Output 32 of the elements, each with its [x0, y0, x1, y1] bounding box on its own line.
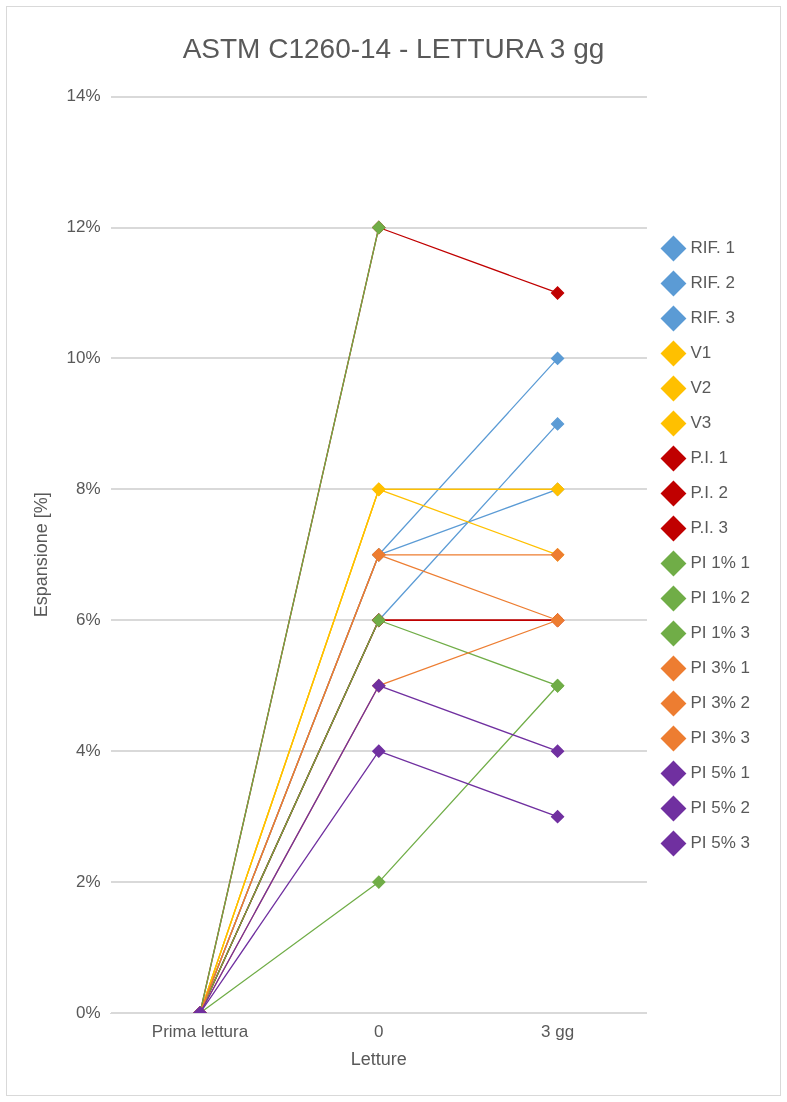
legend-label: RIF. 3: [690, 308, 735, 328]
chart-title: ASTM C1260-14 - LETTURA 3 gg: [182, 32, 605, 64]
legend-label: RIF. 1: [690, 238, 735, 258]
legend-label: PI 1% 3: [690, 623, 751, 643]
y-tick-label: 14%: [66, 86, 101, 106]
legend-label: PI 1% 2: [690, 588, 751, 608]
legend-label: P.I. 1: [690, 448, 728, 468]
legend-label: PI 5% 1: [690, 763, 751, 783]
legend-label: PI 3% 1: [690, 658, 751, 678]
y-tick-label: 0%: [76, 1002, 101, 1022]
x-tick-label: 0: [374, 1021, 384, 1041]
legend-label: PI 3% 2: [690, 693, 751, 713]
legend-label: PI 1% 1: [690, 553, 751, 573]
y-tick-label: 8%: [76, 479, 101, 499]
legend-label: P.I. 2: [690, 483, 728, 503]
y-axis-title: Espansione [%]: [30, 492, 51, 618]
legend-label: V2: [690, 378, 712, 398]
x-tick-label: 3 gg: [541, 1021, 575, 1041]
y-tick-label: 12%: [66, 217, 101, 237]
x-tick-label: Prima lettura: [151, 1021, 249, 1041]
legend-label: PI 3% 3: [690, 728, 751, 748]
legend-label: P.I. 3: [690, 518, 728, 538]
y-tick-label: 4%: [76, 740, 101, 760]
legend-label: V1: [690, 343, 712, 363]
y-tick-label: 10%: [66, 348, 101, 368]
y-tick-label: 2%: [76, 871, 101, 891]
y-tick-label: 6%: [76, 609, 101, 629]
legend-label: PI 5% 3: [690, 833, 751, 853]
legend-label: V3: [690, 413, 712, 433]
legend-label: PI 5% 2: [690, 798, 751, 818]
x-axis-title: Letture: [350, 1049, 407, 1070]
legend-label: RIF. 2: [690, 273, 735, 293]
